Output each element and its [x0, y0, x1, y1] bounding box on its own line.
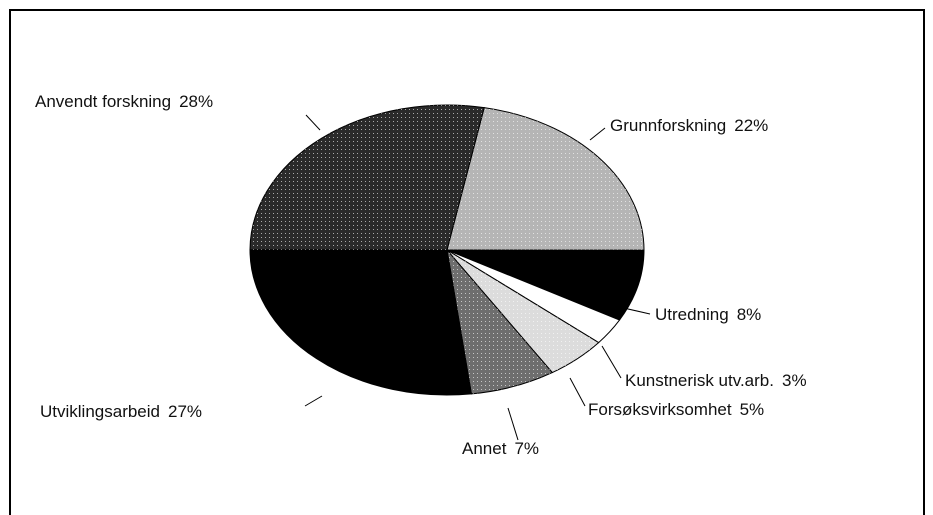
slice-texture: [250, 104, 485, 250]
value-label: 27%: [168, 402, 202, 421]
leader-line: [569, 377, 586, 407]
pie-slice: [446, 249, 645, 321]
slice-texture: [447, 250, 599, 373]
slice-label: Utredning 8%: [655, 305, 761, 324]
slice-label: Grunnforskning 22%: [610, 116, 768, 135]
leader-line: [305, 114, 321, 131]
slice-texture: [447, 107, 644, 251]
value-label: 8%: [737, 305, 762, 324]
leader-line: [601, 345, 622, 379]
leader-line: [614, 305, 651, 315]
value-label: 22%: [734, 116, 768, 135]
category-name: Kunstnerisk utv.arb.: [625, 371, 774, 390]
category-name: Anvendt forskning: [35, 92, 171, 111]
labels: Grunnforskning 22% Utredning 8% Kunstnerisk …: [35, 92, 807, 458]
pie: [249, 104, 645, 396]
slice-label: Anvendt forskning 28%: [35, 92, 213, 111]
value-label: 3%: [782, 371, 807, 390]
leader-line: [507, 407, 519, 441]
slice-label: Annet 7%: [462, 439, 539, 458]
category-name: Annet: [462, 439, 507, 458]
leader-line: [304, 395, 323, 407]
pie-slice: [249, 249, 472, 396]
value-label: 5%: [740, 400, 765, 419]
value-label: 28%: [179, 92, 213, 111]
slice-label: Kunstnerisk utv.arb. 3%: [625, 371, 807, 390]
leader-line: [589, 127, 606, 141]
category-name: Grunnforskning: [610, 116, 726, 135]
frame: [9, 9, 925, 515]
category-name: Utviklingsarbeid: [40, 402, 160, 421]
slice-label: Forsøksvirksomhet 5%: [588, 400, 764, 419]
category-name: Utredning: [655, 305, 729, 324]
slice-label: Utviklingsarbeid 27%: [40, 402, 202, 421]
slice-texture: [447, 250, 553, 394]
value-label: 7%: [514, 439, 539, 458]
category-name: Forsøksvirksomhet: [588, 400, 732, 419]
